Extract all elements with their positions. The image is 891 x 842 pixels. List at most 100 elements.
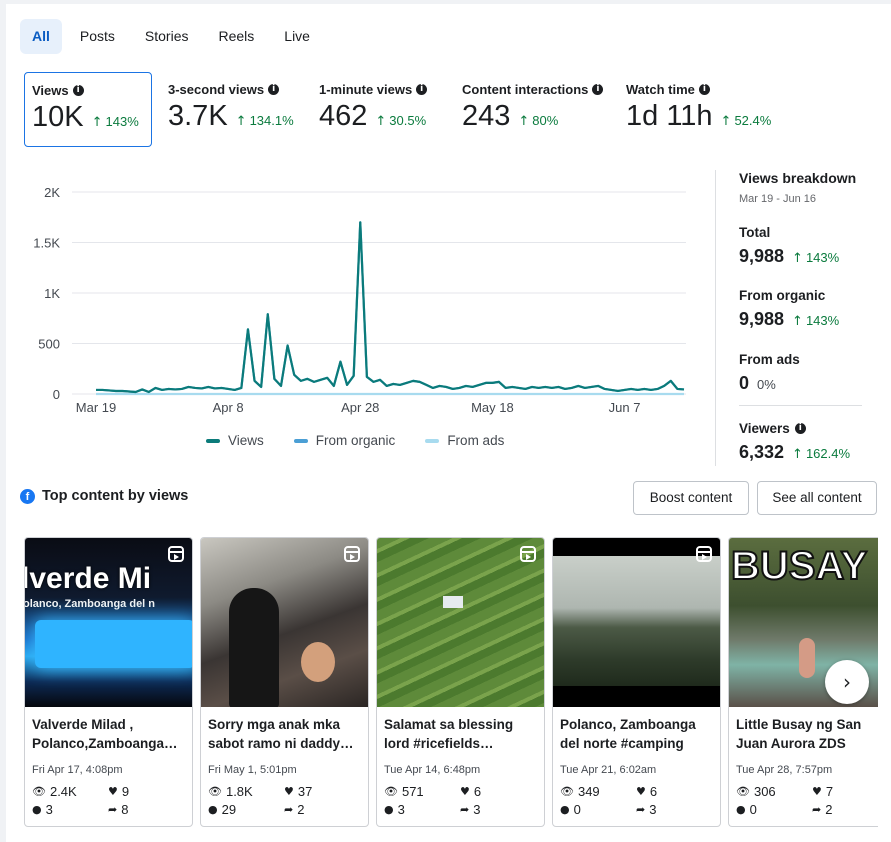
content-card[interactable]: Salamat sa blessing lord #ricefields… Tu… [376,537,545,827]
heart-icon: ♥ [108,785,118,798]
views-count: 1.8K [225,784,253,799]
comments-count: 0 [749,802,757,817]
legend-item-views[interactable]: Views [206,433,264,448]
info-icon[interactable]: i [268,84,280,95]
metric-label: 1-minute views [319,82,413,97]
arrow-up-icon: ↑ [375,114,387,129]
comment-icon: ● [560,803,570,816]
content-card[interactable]: Polanco, Zamboanga del norte #camping Tu… [552,537,721,827]
comment-icon: ● [736,803,746,816]
card-date: Fri Apr 17, 4:08pm [32,764,123,776]
views-line-chart: 0 500 1K 1.5K 2K Mar 19 Apr 8 Apr 28 May 18 Jun 7 [33,185,686,415]
legend-item-from-organic[interactable]: From organic [293,433,395,448]
breakdown-change-value: 143% [805,250,840,265]
breakdown-divider [739,405,862,406]
pool-table-shape [35,620,192,668]
reactions-count: 7 [825,784,834,799]
card-title: Valverde Milad , Polanco,Zamboanga… [32,717,178,751]
views-breakdown: Views breakdown Mar 19 - Jun 16 Total 9,… [739,170,869,462]
metric-1-minute-views[interactable]: 1-minute views i 462 ↑ 30.5% [312,72,450,147]
legend-item-from-ads[interactable]: From ads [425,433,504,448]
reactions-stat: ♥ 37 [284,784,344,799]
legend-label: Views [228,433,264,448]
comments-stat: ● 0 [736,802,812,817]
comments-stat: ● 3 [32,802,108,817]
legend-swatch [293,438,308,443]
heart-icon: ♥ [460,785,470,798]
reactions-stat: ♥ 7 [812,784,872,799]
next-chevron-button[interactable]: › [825,660,869,704]
shares-stat: ➦ 3 [460,802,520,817]
breakdown-date-range: Mar 19 - Jun 16 [739,193,817,205]
info-icon[interactable]: i [592,84,604,95]
y-tick-label: 500 [38,337,60,352]
metric-3-second-views[interactable]: 3-second views i 3.7K ↑ 134.1% [161,72,306,147]
arrow-up-icon: ↑ [792,447,803,462]
shares-count: 3 [473,802,481,817]
metric-change: ↑ 52.4% [721,113,772,129]
content-card[interactable]: Sorry mga anak mka sabot ramo ni daddy… … [200,537,369,827]
y-tick-label: 2K [44,185,60,200]
metric-value: 1d 11h [626,100,713,132]
info-icon[interactable]: i [416,84,428,95]
tab-stories[interactable]: Stories [144,28,189,44]
y-tick-label: 0 [53,387,60,402]
card-date: Fri May 1, 5:01pm [208,764,297,776]
breakdown-change-value: 162.4% [805,446,851,461]
x-tick-label: Mar 19 [76,400,116,415]
thumbnail-overlay-text: lverde Mi [25,562,152,595]
x-tick-label: Jun 7 [609,400,641,415]
comments-stat: ● 0 [560,802,636,817]
card-stats: 👁 571 ♥ 6 ● 3 ➦ 3 [377,784,544,817]
card-stats: 👁 306 ♥ 7 ● 0 ➦ 2 [729,784,878,817]
content-type-tabs: All Posts Stories Reels Live [20,19,322,54]
breakdown-change: ↑ 143% [792,250,839,266]
thumbnail [553,538,720,707]
eye-icon: 👁 [208,785,222,798]
views-stat: 👁 2.4K [32,784,108,799]
legend-swatch [425,438,440,443]
tab-all[interactable]: All [20,19,62,54]
thumbnail [377,538,544,707]
breakdown-change: ↑ 143% [792,313,839,329]
info-icon[interactable]: i [72,85,84,96]
x-tick-label: Apr 8 [213,400,244,415]
metric-label: 3-second views [168,82,265,97]
breakdown-from-organic: From organic 9,988 ↑ 143% [739,288,869,330]
content-card[interactable]: lverde Mi olanco, Zamboanga del n Valver… [24,537,193,827]
see-all-content-button[interactable]: See all content [757,481,877,515]
info-icon[interactable]: i [794,423,806,434]
boost-content-button[interactable]: Boost content [633,481,749,515]
thumbnail-overlay-text: BUSAY [730,543,868,589]
thumbnail-overlay-subtext: olanco, Zamboanga del n [25,598,156,610]
reactions-stat: ♥ 6 [460,784,520,799]
arrow-up-icon: ↑ [792,314,803,329]
eye-icon: 👁 [560,785,574,798]
tab-posts[interactable]: Posts [79,28,115,44]
metric-views[interactable]: Views i 10K ↑ 143% [24,72,152,147]
share-icon: ➦ [812,803,822,816]
breakdown-label: From organic [739,288,826,303]
top-content-header: f Top content by views [20,488,188,504]
metric-watch-time[interactable]: Watch time i 1d 11h ↑ 52.4% [619,72,784,147]
shares-count: 2 [297,802,305,817]
metric-content-interactions[interactable]: Content interactions i 243 ↑ 80% [455,72,615,147]
top-edge [0,0,891,4]
card-date: Tue Apr 28, 7:57pm [736,764,833,776]
legend-swatch [206,438,220,443]
views-stat: 👁 349 [560,784,636,799]
views-count: 306 [753,784,776,799]
tab-live[interactable]: Live [284,28,310,44]
person-shape [799,638,815,678]
info-icon[interactable]: i [698,84,710,95]
card-title: Sorry mga anak mka sabot ramo ni daddy… [208,717,354,751]
card-stats: 👁 349 ♥ 6 ● 0 ➦ 3 [553,784,720,817]
legend-label: From ads [447,433,505,448]
x-tick-label: May 18 [471,400,514,415]
heart-icon: ♥ [812,785,822,798]
reactions-count: 6 [649,784,658,799]
breakdown-label: Viewers [739,421,790,436]
tab-reels[interactable]: Reels [218,28,255,44]
reel-icon [520,546,536,562]
metric-value: 462 [319,100,368,132]
